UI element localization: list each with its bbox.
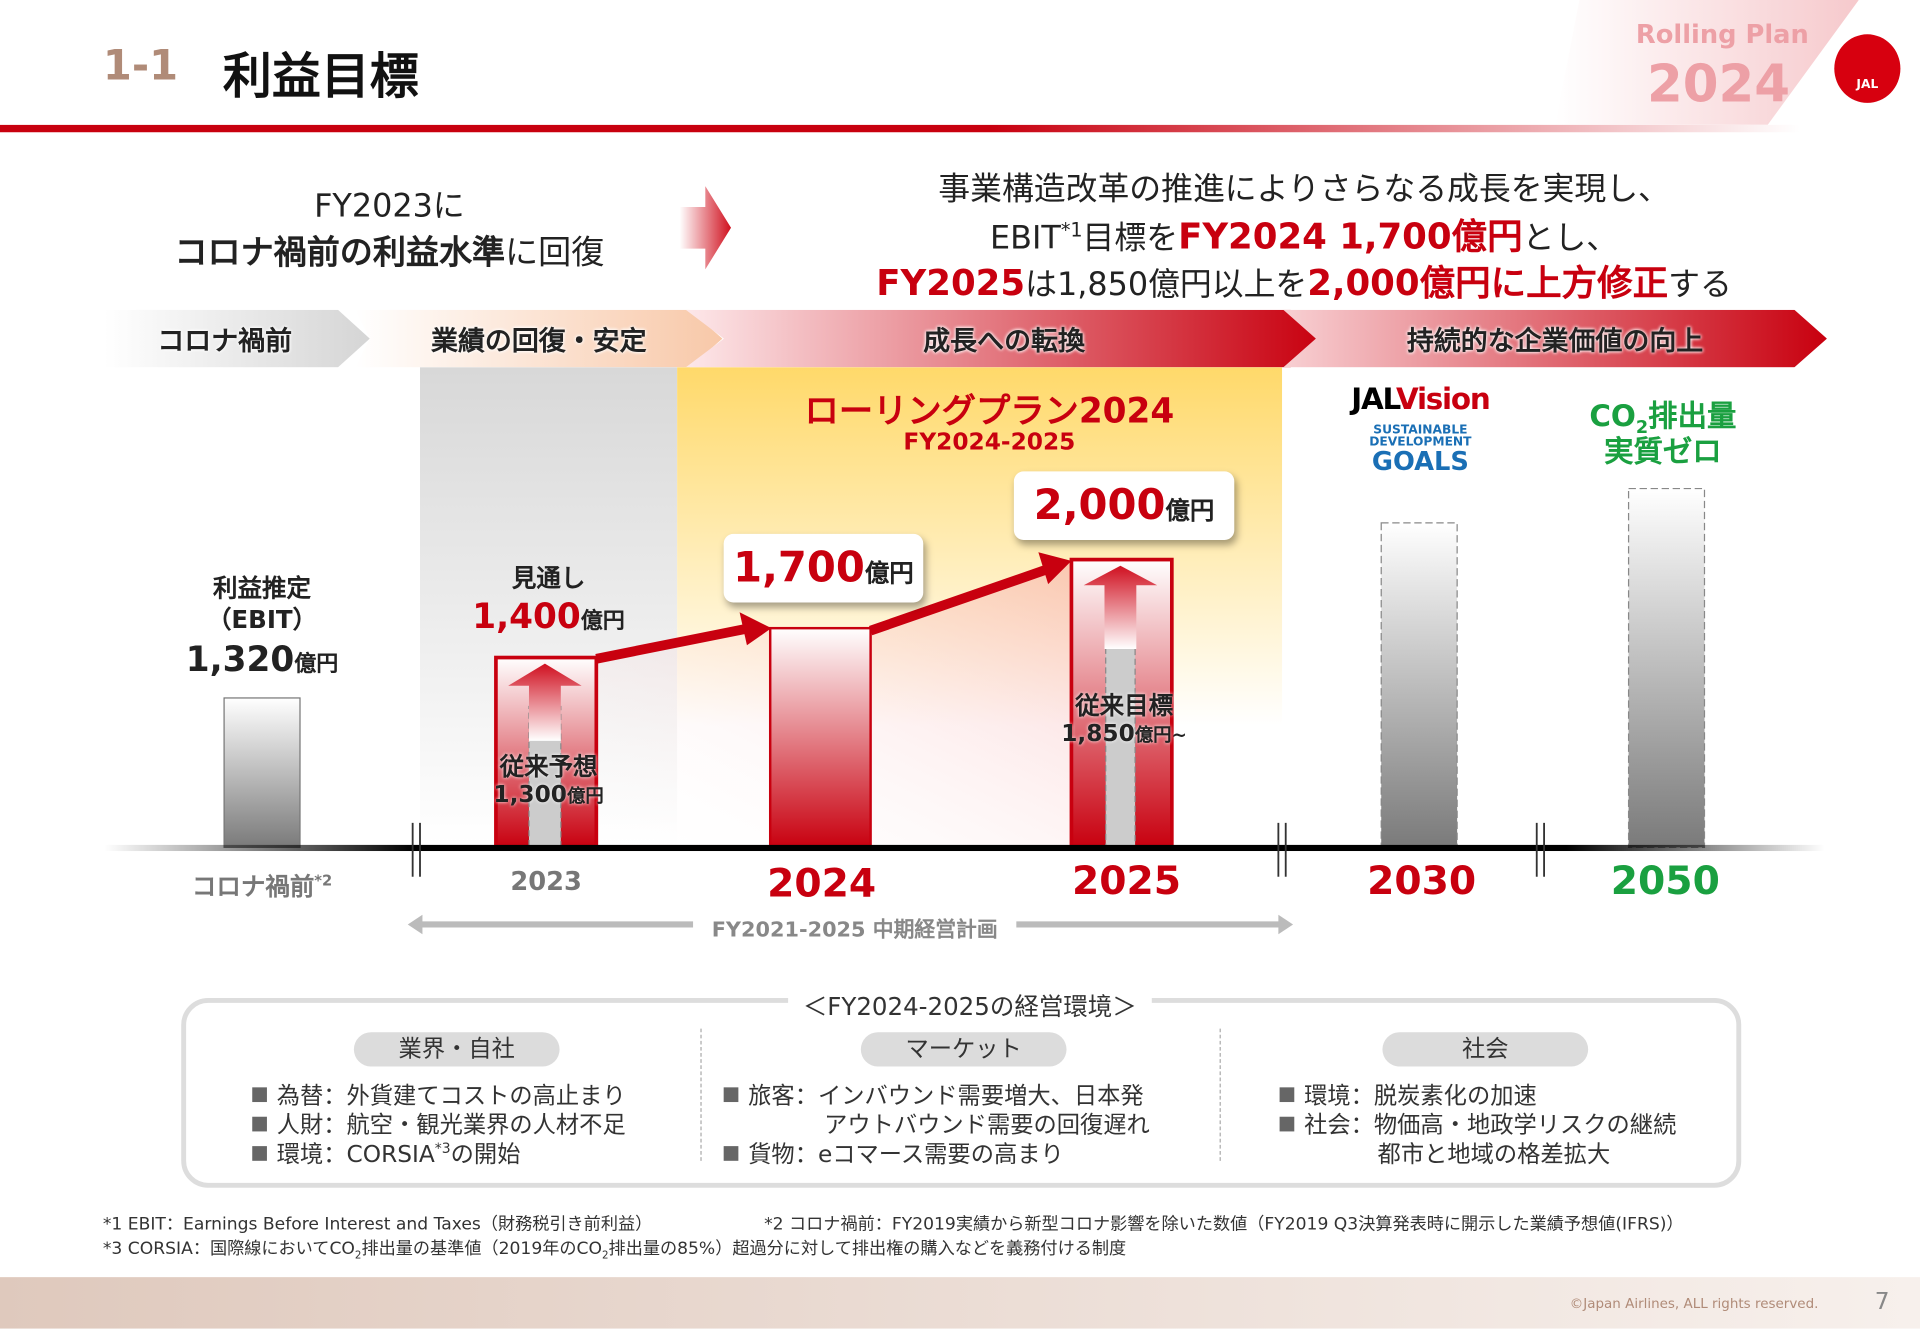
bar-2024 [768,626,872,849]
badge-line2: 2024 [1646,53,1791,114]
copyright: ©Japan Airlines, ALL rights reserved. [1569,1295,1819,1312]
footnote-2: *2 コロナ禍前：FY2019実績から新型コロナ影響を除いた数値（FY2019 … [764,1214,1684,1235]
axis-label-2050: 2050 [1610,857,1720,904]
environment-title: ＜FY2024-2025の経営環境＞ [788,986,1152,1023]
bar-2025-prior [1105,609,1136,848]
list-item: 旅客：インバウンド需要増大、日本発 [723,1078,1144,1111]
precovid-value: 1,320億円 [185,639,339,680]
precovid-label2: （EBIT） [206,604,318,635]
tag-society: 社会 [1382,1032,1589,1067]
fy2025-prior-value: 1,850億円~ [1061,720,1187,747]
precovid-label1: 利益推定 [213,573,312,603]
list-item: 為替：外貨建てコストの高止まり [252,1078,626,1111]
summary-right-line3: FY2025は1,850億円以上を2,000億円に上方修正する [876,262,1732,304]
rolling-plan-title: ローリングプラン2024 [804,390,1175,432]
fy2024-callout: 1,700億円 [723,533,924,603]
axis-breaks [411,822,1546,877]
arrowhead-icon [739,612,772,646]
list-item: 人財：航空・観光業界の人材不足 [252,1107,626,1140]
section-number: 1-1 [102,41,179,91]
footnote-1: *1 EBIT：Earnings Before Interest and Tax… [102,1214,653,1235]
list-item: 環境：CORSIA*3の開始 [252,1136,520,1169]
tag-industry: 業界・自社 [353,1032,560,1067]
badge-line1: Rolling Plan [1635,19,1809,49]
fy2023-prior-value: 1,300億円 [493,781,604,809]
axis-label-2030: 2030 [1367,857,1477,904]
axis-label-2023: 2023 [510,866,582,897]
summary-right-line2: EBIT*1目標をFY2024 1,700億円とし、 [990,215,1619,258]
list-item: 環境：脱炭素化の加速 [1279,1078,1537,1111]
bar-2050 [1627,487,1706,848]
page-number: 7 [1874,1288,1890,1316]
footnote-3: *3 CORSIA：国際線においてCO2排出量の基準値（2019年のCO2排出量… [102,1239,1127,1261]
list-item: アウトバウンド需要の回復遅れ [824,1111,1150,1139]
growth-area [596,560,1172,845]
axis-label-2025: 2025 [1072,857,1182,904]
divider [1219,1028,1221,1161]
summary-left-line1: FY2023に [314,188,465,226]
footer-band [0,1277,1920,1329]
growth-arrow-1 [595,623,751,664]
phase-growth: 成長への転換 [685,309,1323,368]
tag-market: マーケット [860,1032,1067,1067]
jal-logo: JAL [1834,34,1901,103]
co2-label2: 実質ゼロ [1604,434,1722,469]
summary-left-line2: コロナ禍前の利益水準に回復 [174,233,605,272]
page-title: 利益目標 [222,48,419,106]
midterm-plan-label: FY2021-2025 中期経営計画 [711,918,998,943]
fy2023-value: 1,400億円 [472,596,625,637]
phase-precovid: コロナ禍前 [104,309,370,368]
bar-precovid [223,697,301,848]
axis-label-2024: 2024 [767,859,877,907]
sdgs-logo: SUSTAINABLE DEVELOPMENT GOALS [1369,423,1472,477]
title-underline [0,124,1801,133]
list-item: 社会：物価高・地政学リスクの継続 [1279,1107,1676,1140]
list-item: 貨物：eコマース需要の高まり [723,1136,1064,1169]
rolling-plan-period: FY2024-2025 [903,428,1076,456]
bar-2030 [1380,522,1458,848]
summary-right-line1: 事業構造改革の推進によりさらなる成長を実現し、 [938,171,1670,209]
up-arrow-icon [1083,565,1158,649]
timeline-axis [104,844,1825,852]
phase-sustainable: 持続的な企業価値の向上 [1283,309,1827,368]
bars-chart [104,487,1825,935]
axis-label-precovid: コロナ禍前*2 [191,871,333,902]
divider [700,1028,702,1161]
arrowhead-icon [1038,552,1072,585]
fy2025-callout: 2,000億円 [1013,471,1235,541]
up-arrow-icon [508,663,582,741]
co2-label: CO2排出量 [1589,399,1737,439]
growth-arrow-2 [869,564,1049,636]
fy2025-prior-label: 従来目標 [1075,690,1174,721]
list-item: 都市と地域の格差拡大 [1377,1141,1611,1169]
fy2023-prior-label: 従来予想 [499,751,598,782]
jal-vision-logo: JALVision [1351,382,1491,417]
fy2023-label: 見通し [511,563,586,593]
phase-recovery: 業績の回復・安定 [355,309,723,368]
